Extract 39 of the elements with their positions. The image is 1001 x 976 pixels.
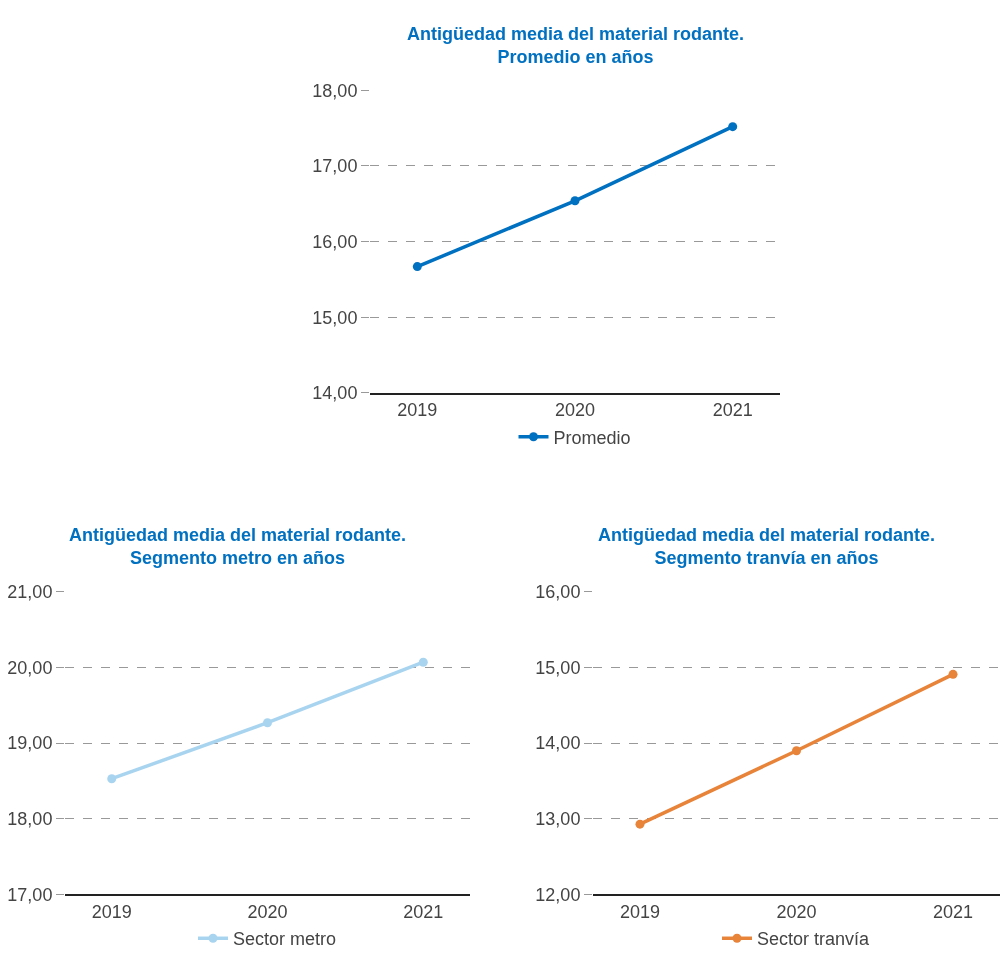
x-tick-label: 2021: [403, 901, 444, 922]
y-tick-label: 15,00: [312, 307, 358, 328]
point: [728, 122, 738, 132]
point: [948, 669, 958, 679]
x-tick-label: 2019: [397, 400, 438, 421]
legend-label: Sector tranvía: [757, 929, 871, 950]
x-tick-label: 2021: [712, 400, 753, 421]
y-tick-label: 16,00: [535, 582, 581, 603]
x-tick-label: 2019: [91, 901, 132, 922]
y-tick-label: 12,00: [535, 884, 581, 905]
point: [792, 746, 801, 756]
chart-title: Antigüedad media del material rodante. Segmento tranvía en años: [598, 525, 936, 569]
y-tick-label: 18,00: [312, 80, 358, 101]
y-tick-label: 17,00: [7, 884, 53, 905]
y-tick-label: 16,00: [312, 231, 358, 252]
point: [412, 262, 422, 272]
y-tick-label: 15,00: [535, 657, 581, 678]
point: [418, 657, 428, 667]
chart-title: Antigüedad media del material rodante. Promedio en años: [407, 24, 745, 68]
legend-label: Sector metro: [233, 929, 337, 950]
y-tick-label: 17,00: [312, 156, 358, 177]
point: [635, 819, 645, 829]
point: [570, 196, 580, 206]
point: [263, 718, 272, 728]
point: [107, 774, 117, 784]
y-tick-label: 13,00: [535, 809, 581, 830]
legend-label: Promedio: [553, 427, 631, 448]
y-tick-label: 14,00: [535, 733, 581, 754]
y-tick-label: 19,00: [7, 733, 53, 754]
x-tick-label: 2019: [619, 901, 660, 922]
y-tick-label: 21,00: [7, 582, 53, 603]
x-tick-label: 2020: [554, 400, 596, 421]
y-tick-label: 20,00: [7, 657, 53, 678]
chart-title: Antigüedad media del material rodante. Segmento metro en años: [69, 525, 407, 569]
x-tick-label: 2020: [776, 901, 817, 922]
x-tick-label: 2020: [247, 901, 288, 922]
y-tick-label: 14,00: [312, 383, 358, 404]
y-tick-label: 18,00: [7, 809, 53, 830]
x-tick-label: 2021: [933, 901, 974, 922]
